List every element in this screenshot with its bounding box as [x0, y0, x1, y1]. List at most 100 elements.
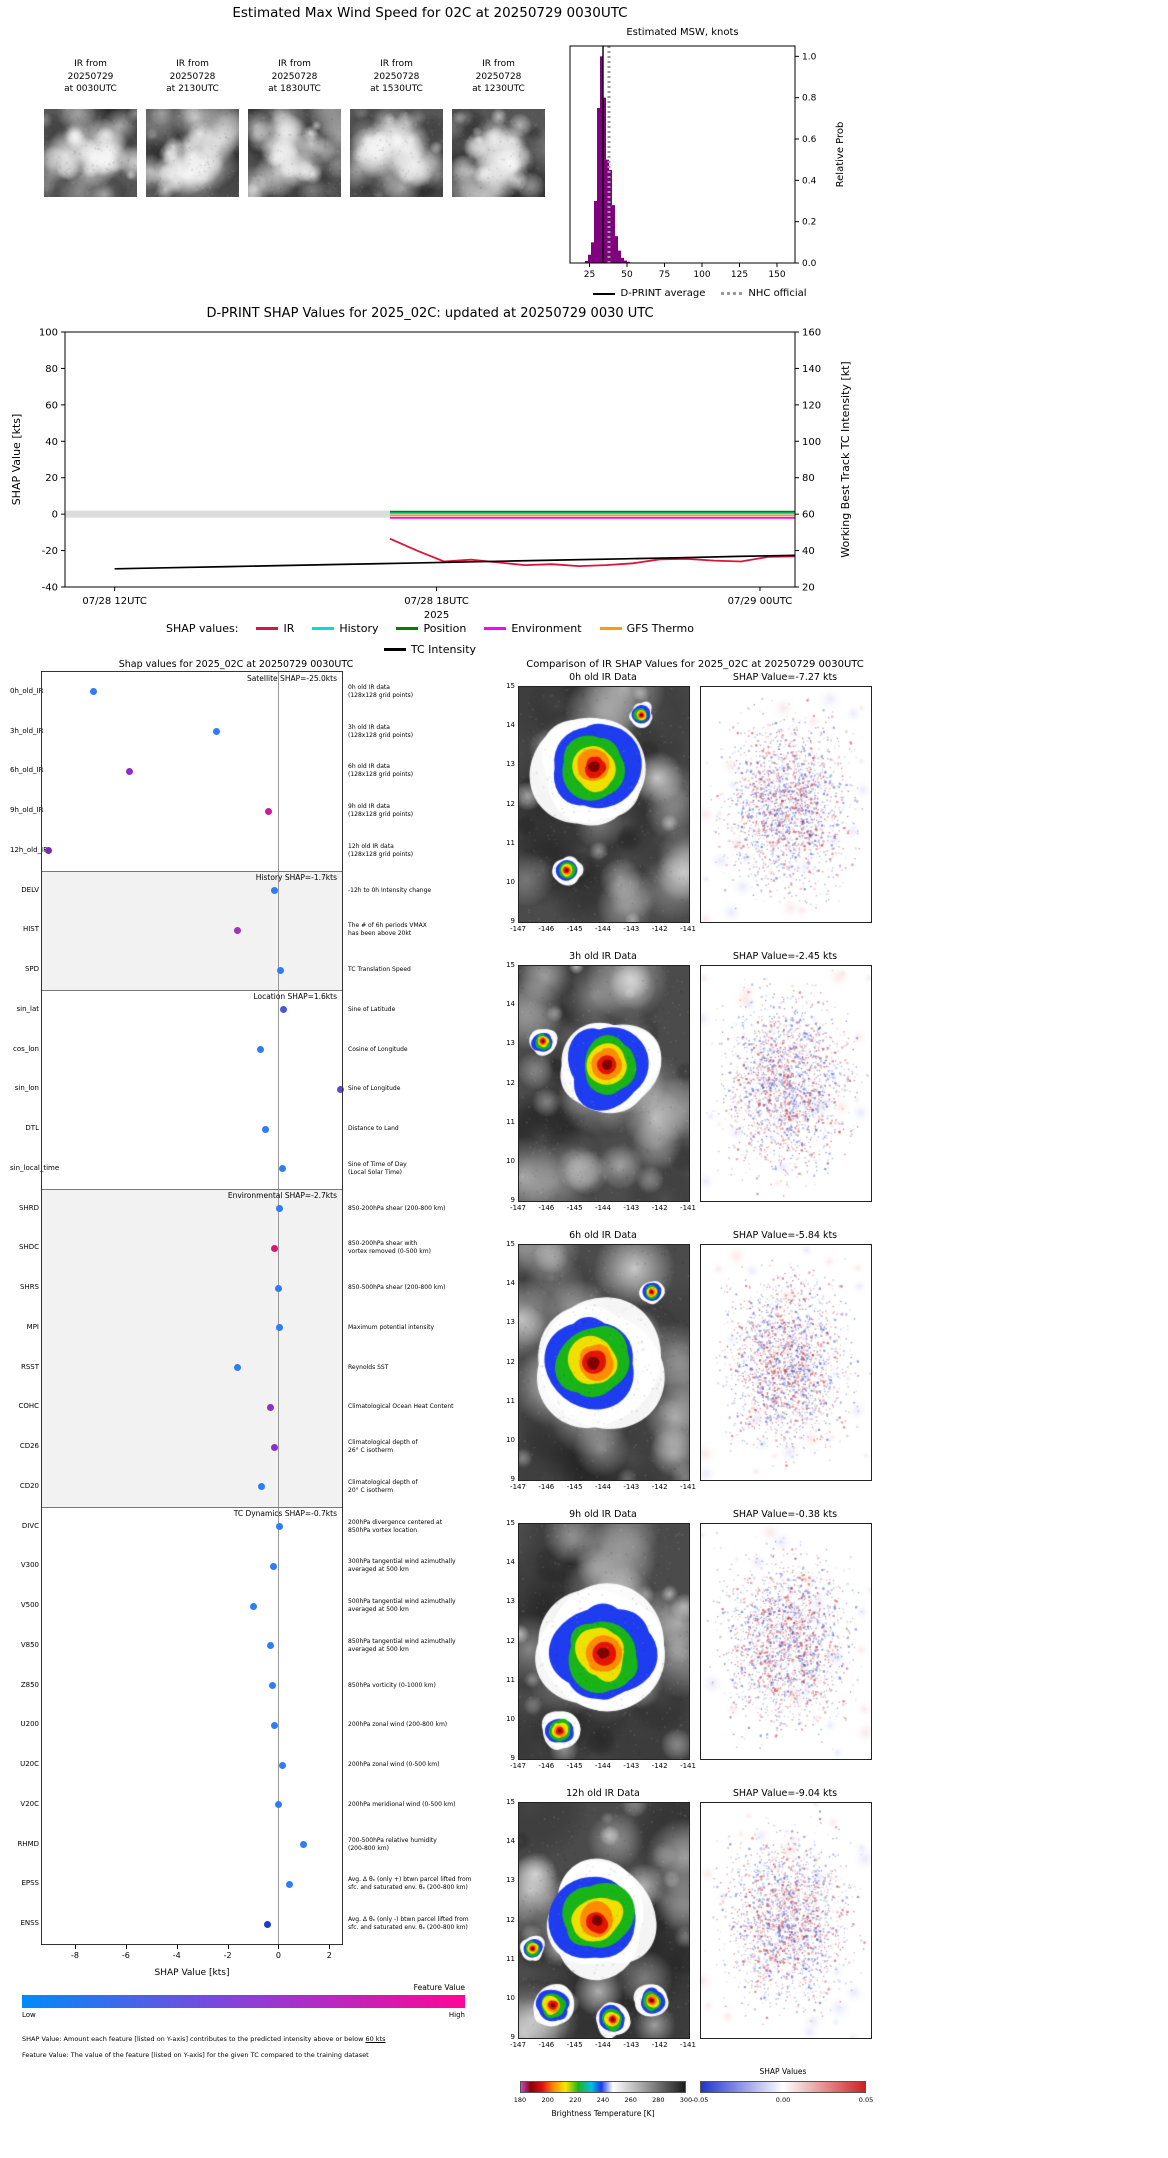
feature-label: EPSS — [21, 1879, 39, 1888]
feature-label: sin_local_time — [10, 1163, 60, 1172]
svg-text:Working Best Track TC Intensit: Working Best Track TC Intensity [kt] — [839, 361, 852, 557]
shap-dot — [234, 926, 242, 934]
solid-line-swatch — [593, 292, 616, 295]
shap-row-title: SHAP Value=-2.45 kts — [732, 951, 838, 962]
map-x-tick-label: -144 — [595, 2041, 611, 2049]
ir-thumbnail-label-line: at 2130UTC — [166, 84, 219, 94]
group-shading — [42, 1188, 342, 1507]
map-y-tick-label: 12 — [506, 1636, 515, 1645]
shap-dot — [268, 1682, 276, 1690]
plot-box — [41, 671, 343, 1945]
group-header: Environmental SHAP=-2.7kts — [227, 1190, 337, 1200]
map-x-tick-label: -142 — [651, 1204, 668, 1212]
svg-text:120: 120 — [802, 400, 821, 411]
shap-row-title: SHAP Value=-0.38 kts — [732, 1509, 838, 1520]
map-y-tick-label: 12 — [506, 1357, 515, 1366]
svg-text:60: 60 — [802, 510, 815, 521]
feature-label: 12h_old_IR — [10, 845, 48, 854]
svg-text:0.8: 0.8 — [802, 94, 817, 104]
comparison-title: Comparison of IR SHAP Values for 2025_02… — [526, 659, 864, 670]
ir-thumbnail-image — [146, 109, 239, 197]
feature-label: 0h_old_IR — [10, 686, 44, 695]
feature-label: sin_lat — [16, 1004, 39, 1013]
feature-description: 300hPa tangential wind azimuthally avera… — [348, 1558, 456, 1574]
feature-description: Reynolds SST — [348, 1363, 389, 1371]
ir-thumbnail-label-line: at 1830UTC — [268, 84, 321, 94]
map-x-tick-label: -143 — [623, 1762, 640, 1770]
shap-values-image — [700, 1802, 872, 2039]
map-x-tick-label: -144 — [595, 1204, 611, 1212]
map-x-tick-label: -142 — [651, 1762, 668, 1770]
ir-thumbnail-label: IR from 20250728 at 1530UTC — [370, 58, 423, 96]
map-y-tick-label: 12 — [506, 1078, 515, 1087]
ir-thumbnail-label: IR from 20250728 at 2130UTC — [166, 58, 219, 96]
feature-label: DIVC — [21, 1521, 39, 1530]
map-x-tick-label: -142 — [651, 925, 668, 933]
feature-description: 0h old IR data (128x128 grid points) — [348, 683, 414, 699]
ir-thumbnail-label-line: IR from — [278, 59, 311, 69]
footnote-shap-value-underline: 60 kts — [365, 2035, 386, 2043]
x-tick-label: 2 — [326, 1951, 332, 1960]
feature-label: SPD — [24, 965, 39, 974]
feature-label: U20C — [20, 1760, 39, 1769]
map-x-tick-label: -145 — [566, 2041, 583, 2049]
ir-row-title: 6h old IR Data — [569, 1230, 637, 1241]
shap-dot — [286, 1880, 294, 1888]
feature-description: 850-500hPa shear (200-800 km) — [348, 1284, 446, 1292]
feature-description: 200hPa meridional wind (0-500 km) — [348, 1800, 456, 1808]
ir-thumbnail: IR from 20250729 at 0030UTC — [44, 58, 137, 197]
map-x-tick-label: -142 — [651, 2041, 668, 2049]
map-x-tick-label: -146 — [538, 1204, 555, 1212]
ir-thumbnail-label-line: IR from — [482, 59, 515, 69]
shap-values-colorbar — [700, 2081, 866, 2093]
colorbar-high-label: High — [448, 2011, 465, 2019]
feature-description: 500hPa tangential wind azimuthally avera… — [348, 1598, 456, 1614]
ir-row-title: 0h old IR Data — [569, 672, 637, 683]
line-swatch — [256, 627, 279, 630]
map-y-tick-label: 10 — [506, 1993, 515, 2002]
feature-shap-panel: Shap values for 2025_02C at 20250729 003… — [10, 659, 492, 2139]
ir-thumbnail-label-line: 20250728 — [475, 71, 522, 82]
shap-colorbar-tick: -0.05 — [691, 2096, 709, 2104]
svg-text:140: 140 — [802, 364, 821, 375]
feature-label: V500 — [20, 1601, 39, 1610]
feature-label: CD26 — [19, 1442, 39, 1451]
map-x-tick-label: -141 — [680, 2041, 696, 2049]
zero-line — [278, 672, 280, 1944]
svg-text:50: 50 — [621, 270, 633, 280]
colorbar-low-label: Low — [22, 2011, 36, 2019]
ir-row-title: 9h old IR Data — [569, 1509, 637, 1520]
legend-item: History — [312, 622, 378, 635]
feature-description: The # of 6h periods VMAX has been above … — [348, 922, 427, 938]
map-y-tick-label: 14 — [506, 1279, 515, 1288]
map-y-tick-label: 13 — [506, 1597, 515, 1606]
feature-shap-title: Shap values for 2025_02C at 20250729 003… — [118, 659, 354, 670]
shap-dot — [212, 728, 220, 736]
map-x-tick-label: -147 — [510, 925, 526, 933]
svg-text:0: 0 — [52, 510, 58, 521]
svg-text:07/29 00UTC: 07/29 00UTC — [728, 596, 793, 607]
shap-dot — [257, 1046, 265, 1054]
feature-label: V300 — [20, 1561, 39, 1570]
svg-text:40: 40 — [802, 546, 815, 557]
ir-data-image — [518, 1244, 690, 1481]
feature-description: 850hPa vorticity (0-1000 km) — [348, 1681, 436, 1689]
feature-shap-xlabel: SHAP Value [kts] — [154, 1968, 230, 1978]
map-y-tick-label: 9 — [510, 1475, 515, 1483]
shap-dot — [267, 1642, 275, 1650]
histogram-legend: D-PRINT average NHC official — [535, 288, 865, 299]
ir-thumbnail-label-line: 20250728 — [373, 71, 420, 82]
map-y-tick-label: 9 — [510, 917, 515, 925]
ir-thumbnail-label-line: IR from — [74, 59, 107, 69]
line-swatch — [599, 627, 622, 630]
bt-colorbar-tick: 280 — [652, 2096, 665, 2104]
ir-thumbnail-label-line: at 0030UTC — [64, 84, 117, 94]
feature-description: Sine of Time of Day (Local Solar Time) — [348, 1160, 407, 1176]
feature-label: SHRD — [19, 1203, 39, 1212]
map-x-tick-label: -143 — [623, 2041, 640, 2049]
map-x-tick-label: -145 — [566, 1762, 583, 1770]
map-x-tick-label: -141 — [680, 1483, 696, 1491]
shap-dot — [276, 1523, 284, 1531]
map-y-tick-label: 10 — [506, 877, 515, 886]
